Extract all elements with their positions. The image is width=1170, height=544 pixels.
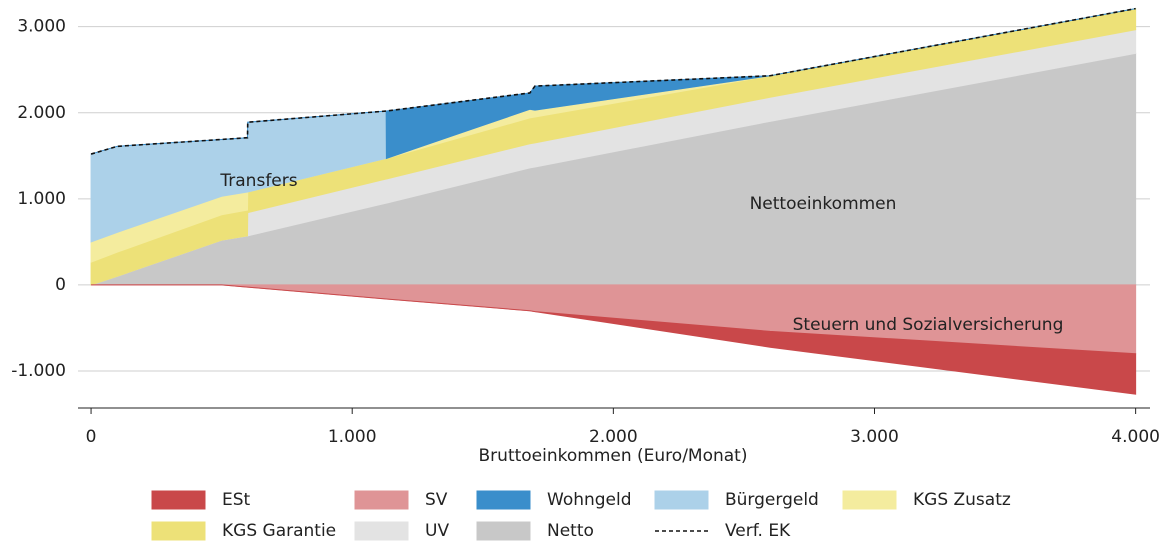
y-tick-label: 3.000: [17, 17, 66, 37]
x-tick-label: 0: [86, 427, 97, 447]
legend-label: KGS Zusatz: [913, 490, 1011, 510]
area: [91, 284, 1137, 395]
annotation: Steuern und Sozialversicherung: [793, 315, 1064, 335]
legend-swatch: [476, 521, 531, 541]
axes: -1.000 0 1.000 2.000 3.000 0 1.000 2.000 3.000 4.…: [11, 17, 1160, 447]
legend-label: KGS Garantie: [222, 521, 336, 541]
legend-label: Bürgergeld: [725, 490, 819, 510]
legend-label: ESt: [222, 490, 251, 510]
legend-swatch: [842, 490, 897, 510]
legend-label: SV: [425, 490, 448, 510]
y-tick-label: -1.000: [11, 361, 66, 381]
legend-swatch: [476, 490, 531, 510]
legend: ESt SV Wohngeld Bürgergeld KGS Zusatz KGS Gar…: [151, 490, 1011, 541]
x-tick-label: 1.000: [328, 427, 377, 447]
y-tick-label: 1.000: [17, 189, 66, 209]
annotation: Nettoeinkommen: [750, 194, 897, 214]
x-tick-label: 2.000: [589, 427, 638, 447]
legend-label: Verf. EK: [725, 521, 791, 541]
x-tick-label: 3.000: [850, 427, 899, 447]
x-tick-label: 4.000: [1111, 427, 1160, 447]
areas: [90, 7, 1137, 395]
annotation: Transfers: [219, 171, 297, 191]
legend-swatch: [354, 490, 409, 510]
legend-swatch: [151, 521, 206, 541]
y-tick-label: 0: [55, 275, 66, 295]
legend-label: UV: [425, 521, 449, 541]
legend-swatch: [654, 490, 709, 510]
legend-swatch: [151, 490, 206, 510]
y-tick-label: 2.000: [17, 103, 66, 123]
x-axis-label: Bruttoeinkommen (Euro/Monat): [479, 446, 748, 466]
legend-swatch: [354, 521, 409, 541]
legend-label: Netto: [547, 521, 594, 541]
legend-label: Wohngeld: [547, 490, 632, 510]
